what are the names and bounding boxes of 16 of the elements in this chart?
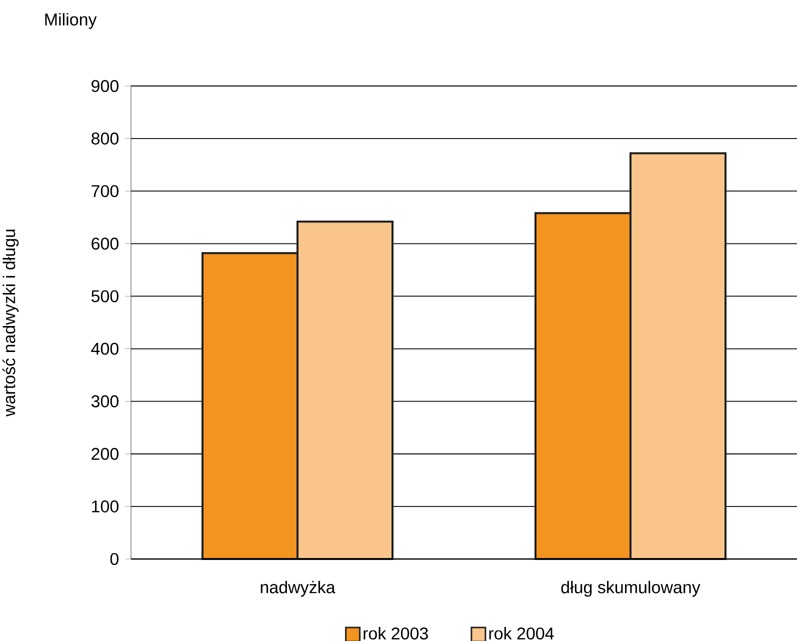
y-tick-label: 600	[92, 238, 118, 250]
y-axis-title: wartość nadwyzki i długu	[2, 230, 19, 417]
y-tick-label: 400	[91, 342, 118, 355]
y-tick-label: 900	[92, 80, 118, 92]
x-tick-label: nadwyżka	[260, 580, 336, 597]
x-tick-label: dług skumulowany	[561, 580, 700, 597]
y-tick-label: 700	[92, 185, 118, 198]
legend-label: rok 2004	[489, 627, 554, 640]
text: Miliony	[45, 13, 97, 29]
legend-label: rok 2003	[364, 627, 428, 640]
y-tick-label: 500	[91, 290, 118, 302]
y-tick-label: 300	[91, 395, 118, 408]
y-tick-label: 0	[110, 552, 118, 566]
y-tick-label: 800	[92, 132, 118, 145]
y-tick-label: 200	[92, 448, 118, 460]
y-tick-label: 100	[92, 500, 118, 512]
